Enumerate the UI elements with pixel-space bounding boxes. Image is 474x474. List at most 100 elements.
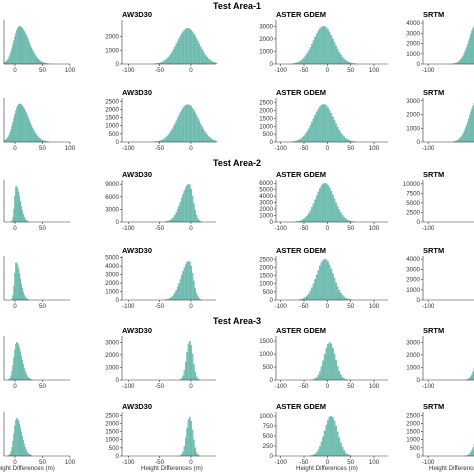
histogram-bar [462, 55, 464, 65]
histogram-bar [190, 265, 192, 301]
histogram-bar [19, 26, 22, 65]
x-tick-label: -100 [122, 67, 135, 74]
histogram-bar [189, 28, 191, 65]
histogram-bar [18, 420, 20, 457]
y-tick-label: 2500 [259, 100, 273, 107]
histogram-bar [10, 375, 12, 381]
histogram-bar [20, 206, 23, 223]
y-tick-label: 5000 [259, 187, 273, 194]
histogram-bar [331, 347, 334, 381]
histogram-bar [307, 128, 310, 143]
histogram-bar [191, 31, 194, 65]
histogram-bar [164, 59, 167, 65]
histogram-bar [320, 262, 323, 301]
histogram-bar [24, 447, 26, 457]
histogram-bar [306, 295, 309, 301]
y-tick-label: 6000 [105, 194, 119, 201]
histogram-bar [328, 187, 331, 223]
y-tick-label: 1500 [105, 115, 119, 122]
histogram-bar [18, 344, 20, 381]
histogram-bar [23, 294, 25, 301]
y-tick-label: 500 [263, 364, 274, 371]
histogram-bar [28, 41, 30, 65]
histogram-bar [336, 126, 339, 143]
histogram-bar [325, 27, 328, 65]
histogram-bar [8, 56, 10, 65]
histogram-bar [186, 28, 188, 65]
x-tick-label: 0 [326, 225, 330, 232]
histogram-bar [26, 375, 28, 381]
histogram-bar [330, 343, 333, 381]
histogram-bar [335, 360, 337, 381]
histogram-bar [341, 56, 344, 65]
y-tick-label: 4000 [406, 20, 420, 27]
histogram-bar [18, 191, 20, 223]
y-tick-label: 1500 [259, 273, 273, 280]
histogram-bar [167, 57, 170, 65]
panel-title: AW3D30 [122, 10, 152, 19]
histogram-bar [184, 105, 187, 143]
histogram-bar [40, 61, 42, 65]
x-tick-label: 100 [65, 459, 76, 466]
histogram-bar [10, 51, 12, 65]
y-tick-label: 0 [270, 297, 274, 304]
histogram-bar [10, 451, 12, 457]
histogram-bar [20, 27, 23, 65]
histogram-bar [27, 452, 29, 457]
histogram-bar [320, 441, 323, 457]
y-tick-label: 500 [109, 445, 120, 452]
y-tick-label: 0 [417, 297, 421, 304]
x-tick-label: 100 [65, 67, 76, 74]
histogram-bar [195, 38, 198, 65]
y-tick-label: 1000 [259, 48, 273, 55]
histogram-bar [461, 57, 463, 65]
histogram-bar [13, 40, 15, 65]
histogram-bar [319, 106, 321, 143]
y-tick-label: 5000 [105, 255, 119, 262]
x-tick-label: -100 [422, 67, 435, 74]
histogram-bar [323, 354, 326, 381]
histogram-bar [39, 138, 41, 143]
x-tick-label: 0 [326, 67, 330, 74]
histogram-bar [466, 44, 469, 65]
y-tick-label: 4000 [406, 256, 420, 263]
histogram-bar [463, 53, 465, 65]
histogram-bar [15, 186, 17, 223]
histogram-bar [183, 267, 186, 301]
x-tick-label: -100 [422, 459, 435, 466]
histogram-bar [304, 217, 307, 223]
histogram-bar [320, 26, 323, 65]
histogram-bar [24, 296, 26, 301]
histogram-bar [172, 216, 175, 223]
histogram-bar [215, 140, 218, 143]
histogram-bar [11, 47, 13, 65]
histogram-bar [199, 46, 202, 65]
histogram-bar [26, 36, 28, 65]
histogram-bar [9, 54, 11, 65]
histogram-bar [34, 53, 36, 65]
histogram-bar [12, 295, 14, 301]
histogram-bar [187, 184, 190, 223]
histogram-bar [35, 134, 38, 143]
histogram-bar [469, 37, 471, 65]
histogram-bar [341, 295, 344, 301]
x-tick-label: 0 [326, 303, 330, 310]
x-tick-label: -50 [300, 145, 310, 152]
histogram-bar [184, 264, 187, 301]
x-tick-label: 0 [13, 303, 17, 310]
panel-title: SRTM [423, 10, 444, 19]
x-tick-label: -100 [422, 145, 435, 152]
histogram-bar [307, 213, 310, 223]
histogram-bar [325, 183, 328, 223]
histogram-bar [206, 134, 209, 143]
histogram-bar [184, 28, 187, 65]
histogram-bar [191, 107, 194, 143]
histogram-bar [164, 137, 167, 143]
x-tick-label: -50 [155, 67, 165, 74]
histogram-bar [309, 47, 312, 65]
x-axis-label-3: Height Differences (m) [296, 465, 358, 472]
histogram-bar [328, 342, 331, 381]
x-tick-label: 50 [347, 459, 354, 466]
